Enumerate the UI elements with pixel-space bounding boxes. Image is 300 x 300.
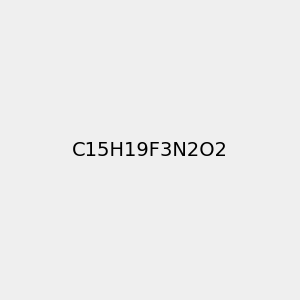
Text: C15H19F3N2O2: C15H19F3N2O2 [72,140,228,160]
